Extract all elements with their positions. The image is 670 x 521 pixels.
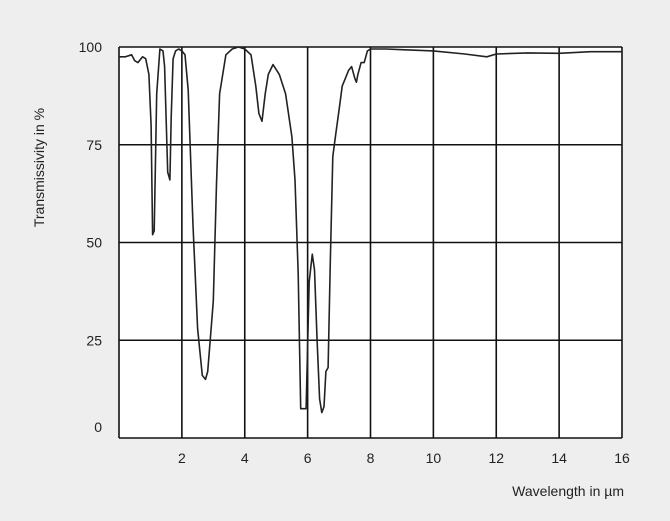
y-axis-label: Transmissivity in %: [31, 108, 47, 227]
x-tick-label: 2: [178, 450, 186, 466]
x-tick-label: 8: [367, 450, 375, 466]
x-tick-label: 6: [304, 450, 312, 466]
tick-labels: 2 4 6 8 10 12 14 16 0 25 50 75 100: [79, 39, 630, 466]
x-tick-label: 4: [241, 450, 249, 466]
y-tick-label: 100: [79, 39, 103, 55]
grid-lines: [118, 46, 623, 439]
y-tick-label: 0: [94, 419, 102, 435]
series-line: [119, 46, 622, 414]
x-tick-label: 12: [488, 450, 504, 466]
y-tick-label: 75: [86, 137, 102, 153]
x-tick-label: 16: [614, 450, 630, 466]
x-tick-label: 10: [426, 450, 442, 466]
x-axis-label: Wavelength in µm: [512, 483, 624, 499]
x-tick-label: 14: [551, 450, 567, 466]
y-tick-label: 50: [86, 235, 102, 251]
y-tick-label: 25: [86, 332, 102, 348]
